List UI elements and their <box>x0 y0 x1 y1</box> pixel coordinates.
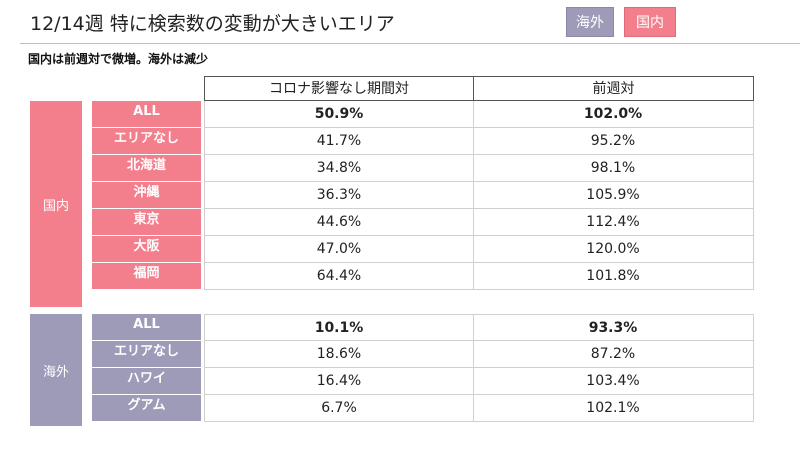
page-title: 12/14週 特に検索数の変動が大きいエリア <box>30 13 395 35</box>
row-area-label: ALL <box>92 101 201 127</box>
value-vs-prev-week: 98.1% <box>473 155 754 182</box>
value-vs-prev-week: 95.2% <box>473 128 754 155</box>
value-vs-precovid: 47.0% <box>204 236 474 263</box>
row-area-label: 大阪 <box>92 236 201 262</box>
value-vs-prev-week: 93.3% <box>473 314 754 341</box>
value-vs-prev-week: 102.0% <box>473 101 754 128</box>
value-vs-prev-week: 112.4% <box>473 209 754 236</box>
page-subtitle: 国内は前週対で微増。海外は減少 <box>28 52 209 66</box>
row-area-label: 沖縄 <box>92 182 201 208</box>
column-header-vs-precovid: コロナ影響なし期間対 <box>204 76 474 101</box>
column-header-vs-prev-week: 前週対 <box>473 76 754 101</box>
row-area-label: グアム <box>92 395 201 421</box>
value-vs-precovid: 41.7% <box>204 128 474 155</box>
value-vs-prev-week: 87.2% <box>473 341 754 368</box>
value-vs-precovid: 16.4% <box>204 368 474 395</box>
overseas-tag: 海外 <box>566 7 614 37</box>
value-vs-prev-week: 102.1% <box>473 395 754 422</box>
value-vs-precovid: 10.1% <box>204 314 474 341</box>
value-vs-prev-week: 101.8% <box>473 263 754 290</box>
row-area-label: 東京 <box>92 209 201 235</box>
group-label-domestic: 国内 <box>30 101 82 307</box>
title-divider <box>20 43 800 44</box>
value-vs-precovid: 36.3% <box>204 182 474 209</box>
value-vs-precovid: 18.6% <box>204 341 474 368</box>
row-area-label: エリアなし <box>92 341 201 367</box>
value-vs-precovid: 34.8% <box>204 155 474 182</box>
row-area-label: ハワイ <box>92 368 201 394</box>
domestic-tag: 国内 <box>624 7 676 37</box>
row-area-label: 福岡 <box>92 263 201 289</box>
value-vs-prev-week: 105.9% <box>473 182 754 209</box>
value-vs-precovid: 50.9% <box>204 101 474 128</box>
value-vs-precovid: 64.4% <box>204 263 474 290</box>
row-area-label: 北海道 <box>92 155 201 181</box>
value-vs-precovid: 6.7% <box>204 395 474 422</box>
value-vs-prev-week: 103.4% <box>473 368 754 395</box>
row-area-label: エリアなし <box>92 128 201 154</box>
value-vs-prev-week: 120.0% <box>473 236 754 263</box>
value-vs-precovid: 44.6% <box>204 209 474 236</box>
group-label-overseas: 海外 <box>30 314 82 426</box>
row-area-label: ALL <box>92 314 201 340</box>
